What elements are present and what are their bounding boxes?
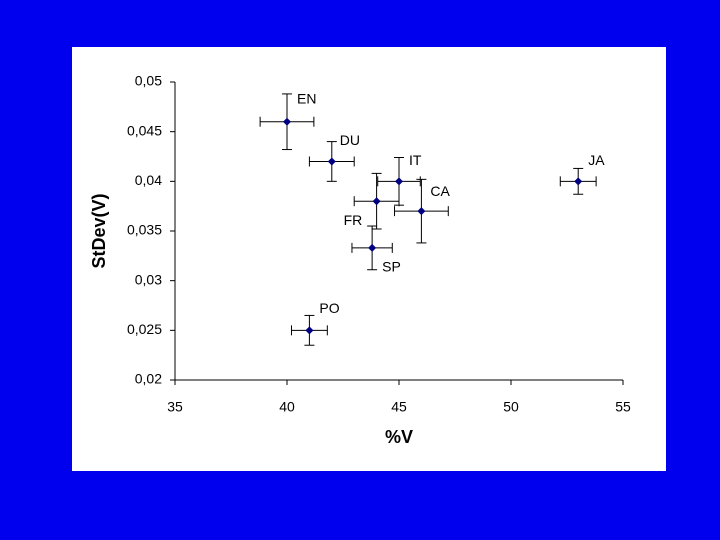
point-label: EN bbox=[297, 90, 316, 106]
point-label: CA bbox=[430, 183, 450, 199]
point-label: JA bbox=[588, 152, 605, 168]
point bbox=[417, 207, 426, 216]
y-axis-label: StDev(V) bbox=[89, 193, 109, 268]
y-tick-label: 0,025 bbox=[127, 321, 162, 337]
x-axis-label: %V bbox=[385, 427, 413, 447]
x-tick-label: 50 bbox=[503, 399, 519, 415]
y-tick-label: 0,035 bbox=[127, 222, 162, 238]
point-label: SP bbox=[382, 259, 401, 275]
y-tick-label: 0,05 bbox=[135, 73, 162, 89]
point bbox=[368, 243, 377, 252]
y-tick-label: 0,04 bbox=[135, 172, 162, 188]
y-tick-label: 0,045 bbox=[127, 122, 162, 138]
x-tick-label: 40 bbox=[279, 399, 295, 415]
x-tick-label: 45 bbox=[391, 399, 407, 415]
y-tick-label: 0,02 bbox=[135, 371, 162, 387]
chart-panel bbox=[72, 47, 666, 471]
x-tick-label: 35 bbox=[167, 399, 183, 415]
point bbox=[574, 177, 583, 186]
y-tick-label: 0,03 bbox=[135, 271, 162, 287]
point bbox=[395, 177, 403, 186]
x-tick-label: 55 bbox=[615, 399, 631, 415]
point bbox=[327, 157, 336, 166]
point bbox=[305, 326, 314, 335]
point bbox=[372, 197, 381, 206]
point-label: IT bbox=[409, 152, 422, 168]
point-label: PO bbox=[319, 300, 339, 316]
point bbox=[283, 117, 291, 126]
point-label: DU bbox=[340, 132, 360, 148]
point-label: FR bbox=[344, 212, 363, 228]
